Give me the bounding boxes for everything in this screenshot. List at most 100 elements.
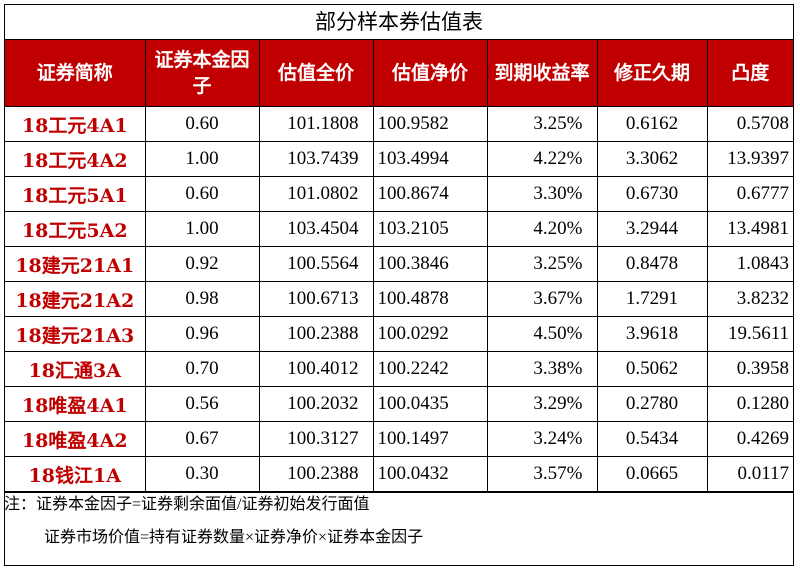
modified-duration-cell: 1.7291 xyxy=(596,281,708,317)
table-row: 18建元21A2 0.98 100.6713 100.4878 3.67% 1.7291 3… xyxy=(5,281,793,317)
security-name-cell: 18唯盈4A2 xyxy=(5,421,146,457)
convexity-cell: 13.9397 xyxy=(706,141,793,177)
principal-factor-cell: 0.30 xyxy=(144,456,260,492)
net-price-cell: 103.4994 xyxy=(372,141,488,177)
convexity-cell: 0.0117 xyxy=(706,456,793,492)
convexity-cell: 0.4269 xyxy=(706,421,793,457)
convexity-cell: 0.1280 xyxy=(706,386,793,422)
yield-cell: 3.25% xyxy=(486,106,598,142)
modified-duration-cell: 0.6162 xyxy=(596,106,708,142)
yield-cell: 4.20% xyxy=(486,211,598,247)
full-price-cell: 100.2032 xyxy=(258,386,374,422)
yield-cell: 4.50% xyxy=(486,316,598,352)
principal-factor-cell: 0.67 xyxy=(144,421,260,457)
principal-factor-cell: 0.60 xyxy=(144,106,260,142)
net-price-cell: 100.2242 xyxy=(372,351,488,387)
net-price-cell: 100.0435 xyxy=(372,386,488,422)
security-name-cell: 18工元4A2 xyxy=(5,141,146,177)
convexity-cell: 0.3958 xyxy=(706,351,793,387)
convexity-cell: 13.4981 xyxy=(706,211,793,247)
security-name-cell: 18唯盈4A1 xyxy=(5,386,146,422)
table-row: 18工元4A1 0.60 101.1808 100.9582 3.25% 0.6162 0.… xyxy=(5,106,793,142)
net-price-cell: 100.0432 xyxy=(372,456,488,492)
table-row: 18建元21A1 0.92 100.5564 100.3846 3.25% 0.8478 1… xyxy=(5,246,793,282)
yield-cell: 3.25% xyxy=(486,246,598,282)
security-name-cell: 18建元21A1 xyxy=(5,246,146,282)
header-yield: 到期收益率 xyxy=(486,40,598,107)
note-principal-factor: 注：证券本金因子=证券剩余面值/证券初始发行面值 xyxy=(4,496,370,513)
full-price-cell: 103.7439 xyxy=(258,141,374,177)
net-price-cell: 100.3846 xyxy=(372,246,488,282)
security-name-cell: 18建元21A2 xyxy=(5,281,146,317)
convexity-cell: 1.0843 xyxy=(706,246,793,282)
convexity-cell: 0.5708 xyxy=(706,106,793,142)
yield-cell: 3.57% xyxy=(486,456,598,492)
convexity-cell: 19.5611 xyxy=(706,316,793,352)
full-price-cell: 100.3127 xyxy=(258,421,374,457)
yield-cell: 3.24% xyxy=(486,421,598,457)
table-row: 18唯盈4A1 0.56 100.2032 100.0435 3.29% 0.2780 0.… xyxy=(5,386,793,422)
table-row: 18建元21A3 0.96 100.2388 100.0292 4.50% 3.9618 1… xyxy=(5,316,793,352)
full-price-cell: 100.4012 xyxy=(258,351,374,387)
principal-factor-cell: 0.56 xyxy=(144,386,260,422)
security-name-cell: 18工元5A2 xyxy=(5,211,146,247)
full-price-cell: 101.0802 xyxy=(258,176,374,212)
table-row: 18工元4A2 1.00 103.7439 103.4994 4.22% 3.3062 13… xyxy=(5,141,793,177)
principal-factor-cell: 0.92 xyxy=(144,246,260,282)
header-modified-duration: 修正久期 xyxy=(596,40,708,107)
header-principal-factor: 证券本金因子 xyxy=(144,40,260,107)
security-name-cell: 18建元21A3 xyxy=(5,316,146,352)
header-net-price: 估值净价 xyxy=(372,40,488,107)
net-price-cell: 100.0292 xyxy=(372,316,488,352)
full-price-cell: 100.6713 xyxy=(258,281,374,317)
yield-cell: 3.30% xyxy=(486,176,598,212)
valuation-table: 证券简称 证券本金因子 估值全价 估值净价 到期收益率 修正久期 凸度 18工元… xyxy=(5,40,793,492)
full-price-cell: 100.2388 xyxy=(258,316,374,352)
header-full-price: 估值全价 xyxy=(258,40,374,107)
modified-duration-cell: 0.2780 xyxy=(596,386,708,422)
full-price-cell: 103.4504 xyxy=(258,211,374,247)
table-row: 18钱江1A 0.30 100.2388 100.0432 3.57% 0.0665 0.0… xyxy=(5,456,793,492)
header-row: 证券简称 证券本金因子 估值全价 估值净价 到期收益率 修正久期 凸度 xyxy=(5,40,793,107)
principal-factor-cell: 0.60 xyxy=(144,176,260,212)
full-price-cell: 100.2388 xyxy=(258,456,374,492)
table-row: 18汇通3A 0.70 100.4012 100.2242 3.38% 0.5062 0.3… xyxy=(5,351,793,387)
principal-factor-cell: 0.98 xyxy=(144,281,260,317)
modified-duration-cell: 0.8478 xyxy=(596,246,708,282)
net-price-cell: 100.4878 xyxy=(372,281,488,317)
yield-cell: 3.29% xyxy=(486,386,598,422)
convexity-cell: 0.6777 xyxy=(706,176,793,212)
full-price-cell: 100.5564 xyxy=(258,246,374,282)
net-price-cell: 103.2105 xyxy=(372,211,488,247)
yield-cell: 3.67% xyxy=(486,281,598,317)
convexity-cell: 3.8232 xyxy=(706,281,793,317)
table-row: 18工元5A2 1.00 103.4504 103.2105 4.20% 3.2944 13… xyxy=(5,211,793,247)
modified-duration-cell: 0.5434 xyxy=(596,421,708,457)
modified-duration-cell: 3.9618 xyxy=(596,316,708,352)
valuation-table-frame: 部分样本券估值表 证券简称 证券本金因子 估值全价 估值净价 到期收益率 修正久… xyxy=(4,4,794,566)
security-name-cell: 18汇通3A xyxy=(5,351,146,387)
net-price-cell: 100.1497 xyxy=(372,421,488,457)
modified-duration-cell: 0.5062 xyxy=(596,351,708,387)
principal-factor-cell: 1.00 xyxy=(144,211,260,247)
principal-factor-cell: 0.70 xyxy=(144,351,260,387)
notes-section xyxy=(5,492,793,575)
full-price-cell: 101.1808 xyxy=(258,106,374,142)
yield-cell: 3.38% xyxy=(486,351,598,387)
modified-duration-cell: 3.2944 xyxy=(596,211,708,247)
net-price-cell: 100.8674 xyxy=(372,176,488,212)
modified-duration-cell: 3.3062 xyxy=(596,141,708,177)
table-row: 18唯盈4A2 0.67 100.3127 100.1497 3.24% 0.5434 0.… xyxy=(5,421,793,457)
table-title: 部分样本券估值表 xyxy=(5,5,793,40)
security-name-cell: 18钱江1A xyxy=(5,456,146,492)
security-name-cell: 18工元4A1 xyxy=(5,106,146,142)
note-market-value: 证券市场价值=持有证券数量×证券净价×证券本金因子 xyxy=(44,529,424,546)
modified-duration-cell: 0.6730 xyxy=(596,176,708,212)
header-convexity: 凸度 xyxy=(706,40,793,107)
yield-cell: 4.22% xyxy=(486,141,598,177)
principal-factor-cell: 0.96 xyxy=(144,316,260,352)
modified-duration-cell: 0.0665 xyxy=(596,456,708,492)
security-name-cell: 18工元5A1 xyxy=(5,176,146,212)
header-security-name: 证券简称 xyxy=(5,40,146,107)
principal-factor-cell: 1.00 xyxy=(144,141,260,177)
